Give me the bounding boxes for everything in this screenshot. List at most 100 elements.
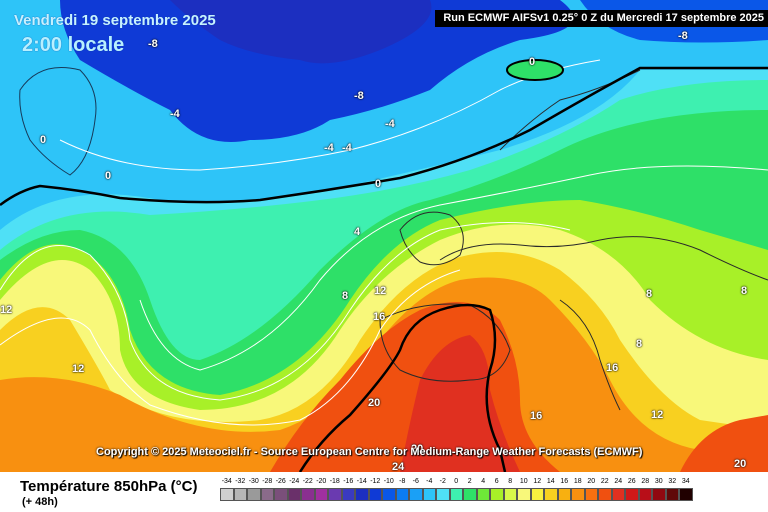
scale-swatch — [665, 488, 679, 501]
scale-tick-label: -32 — [235, 478, 246, 485]
scale-swatch — [382, 488, 396, 501]
scale-swatch — [436, 488, 450, 501]
uk-outline — [399, 211, 464, 266]
isotherm-zero-line — [0, 66, 768, 207]
scale-tick-label: -16 — [343, 478, 354, 485]
scale-tick-label: -10 — [383, 478, 394, 485]
forecast-date: Vendredi 19 septembre 2025 — [14, 12, 216, 29]
scale-swatch — [260, 488, 274, 501]
scale-tick-label: 0 — [454, 478, 459, 485]
scale-swatch — [611, 488, 625, 501]
scale-tick-label: -24 — [289, 478, 300, 485]
scale-swatch — [490, 488, 504, 501]
scale-tick-label: 10 — [519, 478, 528, 485]
isotherm-label: 12 — [72, 363, 85, 375]
scale-swatch — [301, 488, 315, 501]
map-canvas — [0, 0, 768, 472]
isotherm-label: 20 — [734, 458, 747, 470]
isotherm-minus-four-line — [59, 59, 601, 171]
isotherm-label: 0 — [105, 170, 112, 182]
copyright-notice: Copyright © 2025 Meteociel.fr - Source E… — [96, 446, 643, 458]
scale-swatch — [422, 488, 436, 501]
scale-tick-label: 20 — [587, 478, 596, 485]
isotherm-label: 8 — [636, 338, 643, 350]
scale-swatch — [314, 488, 328, 501]
scale-tick-label: 34 — [681, 478, 690, 485]
scale-swatch — [368, 488, 382, 501]
scale-tick-label: -34 — [221, 478, 232, 485]
model-run-info: Run ECMWF AIFSv1 0.25° 0 Z du Mercredi 1… — [435, 10, 768, 27]
scale-tick-label: -6 — [412, 478, 419, 485]
isotherm-label: -4 — [385, 118, 395, 130]
europe-coast — [439, 236, 768, 281]
scale-swatch — [584, 488, 598, 501]
isotherm-twelve-line — [0, 222, 571, 401]
scale-swatch — [503, 488, 517, 501]
scale-swatch — [476, 488, 490, 501]
isotherm-label: -4 — [170, 108, 180, 120]
forecast-time: 2:00 locale — [22, 34, 125, 56]
scale-tick-label: -4 — [426, 478, 433, 485]
arctic-core-region — [170, 0, 432, 64]
greenland-outline — [19, 67, 97, 176]
scale-tick-label: -8 — [399, 478, 406, 485]
scale-tick-label: 26 — [627, 478, 636, 485]
temperature-map: -8 -8 -8 0 -4 -4 -4 -4 0 0 0 4 8 12 16 1… — [0, 0, 768, 472]
isotherm-label: 16 — [606, 362, 619, 374]
scale-swatch — [328, 488, 342, 501]
isotherm-label: 16 — [530, 410, 543, 422]
scale-tick-label: 30 — [654, 478, 663, 485]
arctic-cold-region — [60, 0, 574, 142]
iberia-outline — [379, 303, 511, 382]
isotherm-label: 8 — [646, 288, 653, 300]
isotherm-label: -8 — [678, 30, 688, 42]
scale-swatch — [530, 488, 544, 501]
isotherm-label: 20 — [368, 397, 381, 409]
scale-swatch — [409, 488, 423, 501]
scale-swatch — [395, 488, 409, 501]
scale-swatch — [233, 488, 247, 501]
scale-tick-label: -26 — [275, 478, 286, 485]
scale-tick-label: -22 — [302, 478, 313, 485]
scale-tick-label: 24 — [614, 478, 623, 485]
scale-swatch — [463, 488, 477, 501]
isotherm-label: 12 — [651, 409, 664, 421]
scale-tick-label: -12 — [370, 478, 381, 485]
isotherm-label: -8 — [354, 90, 364, 102]
isotherm-label: 12 — [0, 304, 13, 316]
scale-tick-label: 14 — [546, 478, 555, 485]
scale-tick-label: -20 — [316, 478, 327, 485]
color-scale: -34 -32 -30 -28 -26 -24 -22 -20 -18 -16 -14 -12 -10-… — [220, 478, 760, 508]
scale-tick-label: -2 — [439, 478, 446, 485]
isotherm-label: 0 — [529, 56, 536, 68]
scale-tick-label: 12 — [533, 478, 542, 485]
scale-swatch — [652, 488, 666, 501]
isotherm-label: -4 — [342, 142, 352, 154]
scale-tick-label: 8 — [508, 478, 513, 485]
scale-tick-label: -14 — [356, 478, 367, 485]
isotherm-label: 0 — [375, 178, 382, 190]
isotherm-label: 0 — [40, 134, 47, 146]
isotherm-label: 4 — [354, 226, 361, 238]
scale-swatch — [355, 488, 369, 501]
very-hot-core — [400, 335, 520, 472]
scale-tick-label: 18 — [573, 478, 582, 485]
scale-swatch — [247, 488, 261, 501]
scale-swatch — [557, 488, 571, 501]
color-scale-swatches — [220, 485, 760, 501]
scale-swatch — [220, 488, 234, 501]
scale-swatch — [544, 488, 558, 501]
isotherm-eight-line — [139, 165, 768, 371]
isotherm-label: -4 — [324, 142, 334, 154]
variable-name: Température 850hPa (°C) — [20, 478, 198, 495]
scale-swatch — [517, 488, 531, 501]
zero-isotherm-pocket — [506, 59, 564, 81]
isotherm-label: 20 — [411, 443, 424, 455]
scale-tick-label: -28 — [262, 478, 273, 485]
isotherm-sixteen-line — [0, 269, 461, 426]
scale-tick-label: 22 — [600, 478, 609, 485]
isotherm-label: 12 — [374, 285, 387, 297]
scale-swatch — [638, 488, 652, 501]
color-scale-labels: -34 -32 -30 -28 -26 -24 -22 -20 -18 -16 -14 -12 -10-… — [220, 478, 760, 485]
